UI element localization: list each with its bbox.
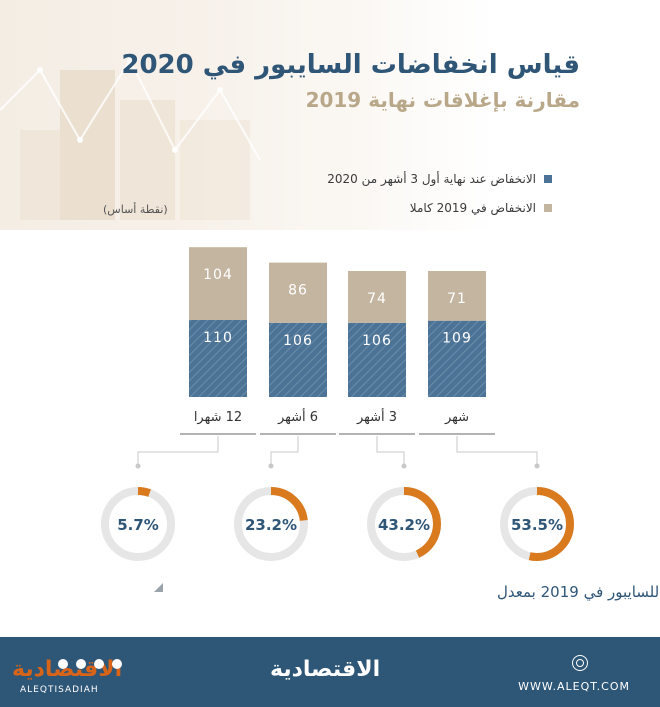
legend-item-2020: الانخفاض عند نهاية أول 3 أشهر من 2020 (327, 172, 552, 186)
social-youtube-icon[interactable] (76, 659, 86, 669)
footer-brand-logo: الاقتصادية (270, 657, 381, 682)
connector-dot-1 (268, 463, 274, 469)
ring-fill-1 (234, 487, 308, 561)
bar-label-2019-3: 71 (447, 291, 467, 307)
connector-dot-0 (135, 463, 141, 469)
category-label-1: 6 أشهر (277, 408, 318, 425)
legend-label-2020: الانخفاض عند نهاية أول 3 أشهر من 2020 (327, 172, 536, 186)
bar-2019-2 (348, 271, 406, 323)
social-twitter-icon[interactable] (112, 659, 122, 669)
bar-label-2019-1: 86 (288, 283, 308, 299)
ring-fill-3 (500, 487, 574, 561)
ring-fill-0 (101, 487, 175, 561)
footer-brand-latin: ALEQTISADIAH (20, 685, 99, 695)
social-facebook-icon[interactable] (94, 659, 104, 669)
category-label-2: 3 أشهر (356, 408, 397, 425)
chart-subtitle: مقارنة بإغلاقات نهاية 2019 (305, 88, 580, 112)
ring-fill-2 (367, 487, 441, 561)
bar-2020-1 (269, 322, 327, 397)
ring-percent-label-1: 23.2% (245, 516, 297, 534)
connector-dot-2 (401, 463, 407, 469)
website-icon (572, 655, 588, 671)
legend-item-2019: الانخفاض في 2019 كاملا (410, 201, 552, 215)
bar-label-2020-1: 106 (283, 333, 313, 349)
legend-label-2019: الانخفاض في 2019 كاملا (409, 201, 536, 215)
bar-2020-3 (428, 320, 486, 397)
hero-banner: قياس انخفاضات السايبور في 2020 مقارنة بإ… (0, 0, 660, 230)
category-label-0: 12 شهرا (194, 410, 242, 425)
bar-2020-2 (348, 322, 406, 397)
connector-line-3 (456, 436, 538, 464)
bar-label-2020-0: 110 (203, 330, 233, 346)
connector-line-2 (376, 436, 405, 464)
bar-2020-0 (189, 320, 247, 397)
bar-2019-3 (428, 271, 486, 321)
ring-percent-label-0: 5.7% (117, 516, 159, 534)
stacked-bar-chart: 110 104 12 شهرا 106 86 6 أشهر 106 74 3 أشهر 109 71… (101, 247, 660, 602)
hero-decoration-graphic (0, 57, 261, 220)
unit-label: (نقطة أساس) (103, 203, 168, 216)
percent-caption: تتجاوز انخفاضات 2020 للسايبور في 2019 بم… (497, 583, 660, 602)
bar-label-2019-2: 74 (367, 291, 387, 307)
bar-label-2020-2: 106 (362, 333, 392, 349)
footer-website[interactable]: WWW.ALEQT.COM (518, 680, 630, 693)
connector-line-0 (137, 436, 219, 464)
connector-line-1 (270, 436, 299, 464)
bar-label-2019-0: 104 (203, 267, 233, 283)
connector-dot-3 (534, 463, 540, 469)
caption-marker-icon (154, 583, 163, 592)
bar-2019-1 (269, 262, 327, 323)
legend-swatch-2019 (544, 204, 552, 212)
footer-bar: الاقتصادية ALEQTISADIAH الاقتصادية WWW.A… (0, 637, 660, 707)
bar-label-2020-3: 109 (442, 331, 472, 347)
chart-title: قياس انخفاضات السايبور في 2020 (121, 50, 580, 80)
social-instagram-icon[interactable] (58, 659, 68, 669)
ring-percent-label-3: 53.5% (511, 516, 563, 534)
bar-2019-0 (189, 247, 247, 320)
legend-swatch-2020 (544, 175, 552, 183)
ring-percent-label-2: 43.2% (378, 516, 430, 534)
category-label-3: شهر (444, 410, 469, 425)
